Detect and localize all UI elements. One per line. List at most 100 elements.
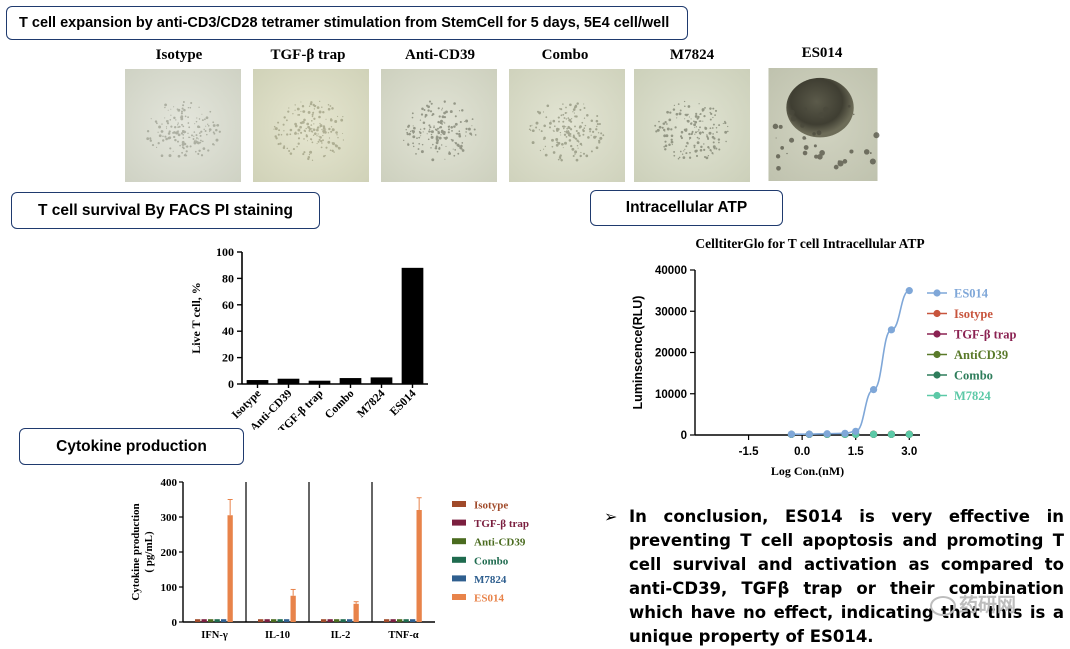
micrograph-label-tgfb-trap: TGF-β trap — [270, 47, 346, 63]
cytokine-bar — [277, 619, 283, 622]
cytokine-bar — [290, 595, 296, 622]
watermark: 药研网 — [930, 590, 1016, 617]
cytokine-x-tick-label: TNF-α — [388, 630, 418, 641]
atp-legend-label: TGF-β trap — [954, 328, 1017, 342]
cytokine-bar — [410, 619, 416, 622]
atp-section-box: Intracellular ATP — [590, 190, 783, 226]
cytokine-section-box: Cytokine production — [19, 428, 244, 465]
micrograph-label-m7824: M7824 — [669, 47, 715, 63]
cytokine-y-label: ( pg/mL) — [143, 531, 155, 573]
cytokine-y-tick-label: 0 — [172, 617, 178, 629]
cytokine-legend-label: TGF-β trap — [474, 518, 529, 530]
atp-legend-marker — [933, 371, 941, 379]
atp-y-tick-label: 0 — [681, 430, 687, 442]
cytokine-legend-swatch — [452, 594, 466, 600]
atp-data-point — [823, 430, 831, 438]
survival-bar — [277, 378, 300, 384]
micrograph-anti-cd39 — [381, 69, 497, 182]
header-title: T cell expansion by anti-CD3/CD28 tetram… — [19, 15, 670, 31]
atp-data-point — [887, 430, 896, 438]
survival-x-tick-label: ES014 — [388, 387, 419, 418]
cytokine-bar — [258, 619, 264, 622]
wechat-logo-icon — [930, 595, 956, 616]
cytokine-legend-swatch — [452, 501, 466, 507]
micrograph-label-anti-cd39: Anti-CD39 — [405, 47, 475, 63]
atp-data-point — [905, 430, 913, 438]
cytokine-legend-swatch — [452, 575, 466, 582]
cytokine-bar — [214, 619, 220, 622]
atp-title: CelltiterGlo for T cell Intracellular AT… — [695, 236, 924, 251]
cytokine-bar — [390, 619, 396, 622]
atp-legend-marker — [933, 391, 941, 400]
cytokine-legend-swatch — [452, 519, 466, 526]
survival-bar — [308, 380, 331, 384]
cytokine-x-tick-label: IFN-γ — [201, 630, 228, 641]
conclusion-text: In conclusion, ES014 is very effective i… — [629, 507, 1064, 646]
cytokine-bar — [227, 515, 233, 622]
conclusion-bullet: ➢ — [604, 507, 618, 526]
atp-x-tick-label: 0.0 — [794, 446, 810, 458]
watermark-text: 药研网 — [959, 594, 1017, 616]
cytokine-bar — [221, 619, 227, 622]
cytokine-bar — [334, 619, 340, 622]
survival-y-tick-label: 0 — [228, 377, 234, 391]
cytokine-bar — [416, 510, 422, 622]
atp-data-point — [869, 430, 878, 438]
cytokine-legend-label: Isotype — [474, 500, 508, 512]
survival-section-box: T cell survival By FACS PI staining — [11, 192, 320, 229]
atp-y-tick-label: 20000 — [655, 348, 687, 360]
survival-y-tick-label: 40 — [222, 324, 234, 338]
atp-legend-marker — [933, 309, 941, 318]
atp-series-curve — [791, 289, 910, 435]
survival-y-tick-label: 60 — [222, 298, 234, 312]
atp-y-tick-label: 40000 — [655, 265, 687, 277]
conclusion: ➢ In conclusion, ES014 is very effective… — [604, 505, 1064, 649]
cytokine-bar — [403, 619, 409, 622]
atp-legend-marker — [933, 289, 941, 297]
survival-y-tick-label: 20 — [222, 351, 234, 365]
micrograph-isotype — [125, 69, 241, 182]
cytokine-y-tick-label: 300 — [161, 512, 178, 524]
atp-legend-label: Combo — [954, 369, 993, 383]
atp-section-title: Intracellular ATP — [625, 199, 748, 216]
cytokine-chart: 0 100 200 300 400 Cytokine production( pg/mL)… — [130, 477, 529, 641]
atp-legend-marker — [933, 330, 941, 338]
survival-bar — [401, 267, 424, 384]
cytokine-legend-label: M7824 — [474, 574, 507, 586]
cytokine-bar — [201, 619, 207, 622]
cytokine-y-label: Cytokine production — [130, 503, 142, 600]
cytokine-bar — [327, 619, 333, 622]
cytokine-bar — [284, 619, 290, 622]
cytokine-bar — [195, 619, 201, 622]
micrograph-m7824 — [634, 69, 750, 182]
cytokine-bar — [340, 619, 346, 622]
atp-legend-label: M7824 — [954, 389, 992, 403]
micrograph-label-es014: ES014 — [801, 45, 843, 61]
cytokine-legend-label: Combo — [474, 555, 509, 567]
atp-legend-marker — [933, 350, 941, 359]
cytokine-section-title: Cytokine production — [56, 437, 207, 455]
atp-data-point — [852, 427, 860, 435]
cytokine-bar — [384, 619, 390, 622]
survival-x-tick-label: Combo — [323, 387, 357, 421]
survival-section-title: T cell survival By FACS PI staining — [38, 201, 293, 219]
atp-data-point — [787, 430, 796, 438]
cytokine-bar — [353, 603, 359, 622]
atp-y-tick-label: 10000 — [655, 389, 687, 401]
cytokine-bar — [347, 619, 353, 622]
atp-data-point — [841, 429, 849, 437]
atp-x-tick-label: -1.5 — [739, 446, 759, 458]
cytokine-bar — [208, 619, 214, 622]
atp-y-label: Luminscence(RLU) — [631, 296, 645, 410]
cytokine-y-tick-label: 400 — [161, 477, 178, 489]
cytokine-y-tick-label: 100 — [161, 582, 178, 594]
cytokine-legend-swatch — [452, 556, 466, 563]
atp-x-tick-label: 3.0 — [901, 446, 917, 458]
atp-x-tick-label: 1.5 — [848, 446, 865, 458]
micrograph-tgfb-trap — [253, 69, 369, 182]
cytokine-legend-label: ES014 — [474, 593, 504, 605]
atp-legend-label: Isotype — [954, 307, 993, 321]
cytokine-legend-label: Anti-CD39 — [474, 537, 526, 549]
atp-chart: CelltiterGlo for T cell Intracellular AT… — [631, 236, 1017, 478]
